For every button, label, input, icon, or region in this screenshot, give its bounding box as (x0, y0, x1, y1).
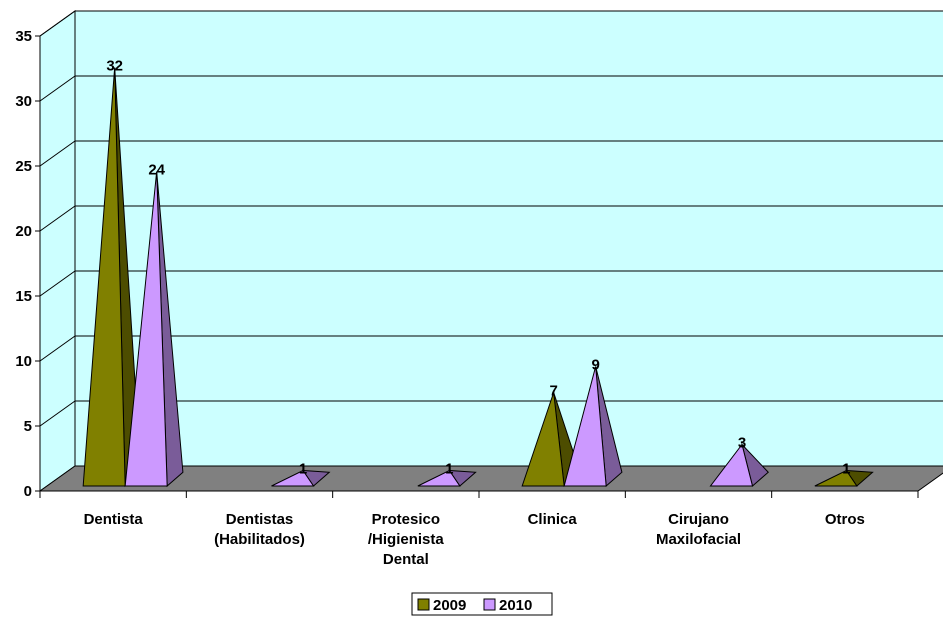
gridline-side (39, 75, 76, 102)
y-tick-label: 25 (15, 158, 32, 175)
gridline-side (39, 400, 76, 427)
gridline-side (39, 10, 76, 37)
legend-swatch-2010 (483, 598, 496, 611)
y-tick-label: 5 (24, 418, 32, 435)
x-tick-label: Clinica (528, 511, 578, 528)
gridline-side (39, 335, 76, 362)
y-tick-label: 35 (15, 28, 32, 45)
pyramid-2010 (709, 443, 754, 487)
gridline-side (39, 140, 76, 167)
pyramid-2009 (521, 392, 565, 487)
y-tick-label: 0 (24, 483, 32, 500)
data-label: 24 (148, 162, 165, 179)
gridline-side (39, 205, 76, 232)
data-label: 9 (591, 357, 599, 374)
data-label: 1 (842, 461, 850, 478)
data-label: 1 (299, 461, 307, 478)
pyramid-2009 (82, 67, 126, 487)
data-label: 7 (549, 383, 557, 400)
pyramid-2010 (563, 366, 607, 487)
gridline-side (39, 270, 76, 297)
pyramid-2010 (417, 469, 461, 487)
x-tick-label: Cirujano Maxilofacial (656, 511, 741, 548)
data-label: 1 (445, 461, 453, 478)
y-tick-label: 30 (15, 93, 32, 110)
data-label: 32 (106, 58, 123, 75)
x-tick-label: Otros (825, 511, 865, 528)
pyramid-2010 (124, 171, 168, 487)
pyramid-2009 (814, 469, 858, 487)
legend-label-2009: 2009 (433, 597, 466, 614)
legend-swatch-2009 (417, 598, 430, 611)
x-tick-label: Dentista (84, 511, 144, 528)
y-tick-label: 15 (15, 288, 32, 305)
x-tick-label: Protesico/Higienista Dental (368, 511, 445, 568)
data-label: 3 (738, 435, 746, 452)
side-wall (39, 10, 76, 492)
back-wall (74, 10, 943, 467)
x-tick-label: Dentistas (Habilitados) (214, 511, 305, 548)
y-tick-label: 10 (15, 353, 32, 370)
pyramid-2010 (271, 469, 315, 487)
y-tick-label: 20 (15, 223, 32, 240)
legend-label-2010: 2010 (499, 597, 532, 614)
legend (411, 592, 553, 616)
